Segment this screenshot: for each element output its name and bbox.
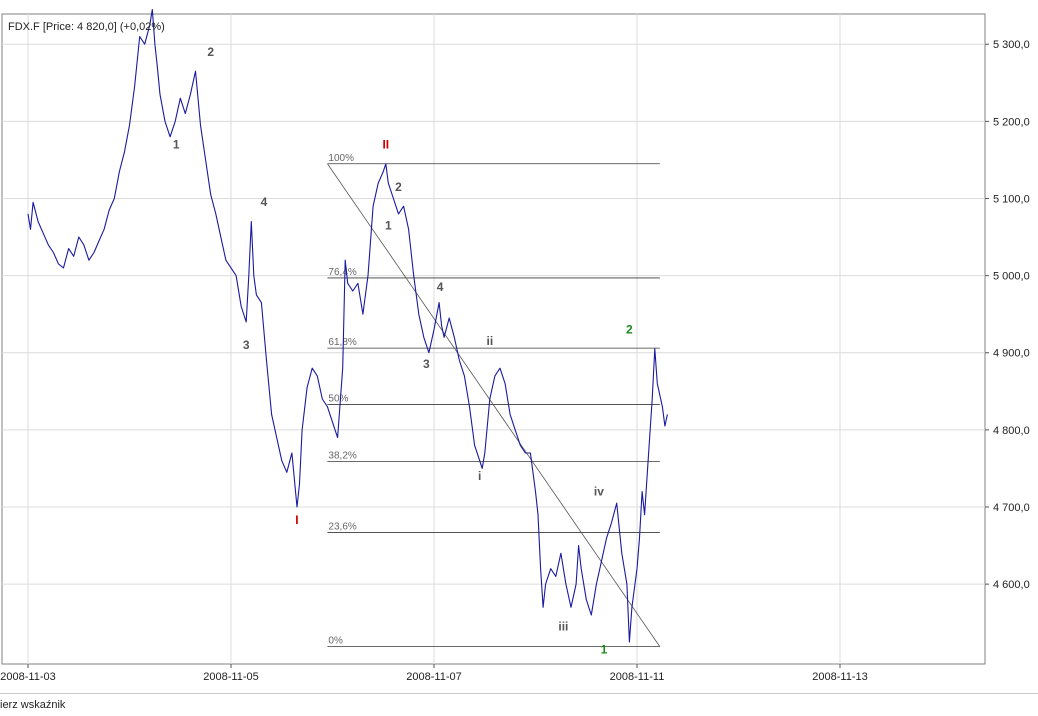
wave-label: 1 <box>173 137 180 151</box>
y-tick-label: 4 600,0 <box>993 579 1030 591</box>
x-tick-label: 2008-11-13 <box>812 671 867 683</box>
y-tick-label: 5 200,0 <box>993 116 1030 128</box>
wave-label: 3 <box>243 338 250 352</box>
series-layer <box>27 8 668 643</box>
plot-area <box>1 13 986 665</box>
y-tick-label: 4 800,0 <box>993 425 1030 437</box>
fib-level-label: 100% <box>328 153 354 164</box>
x-tick-label: 2008-11-11 <box>610 671 665 683</box>
fib-level-label: 61,8% <box>328 337 356 348</box>
indicator-bar[interactable]: ierz wskaźnik <box>0 693 1038 716</box>
wave-label: 4 <box>261 195 268 209</box>
wave-label: 3 <box>423 357 430 371</box>
wave-label: iii <box>558 619 568 633</box>
axis-layer: 2008-11-03 2008-11-05 2008-11-07 2008-11-11… <box>0 39 1029 683</box>
chart-title: FDX.F [Price: 4 820,0] (+0,02%) <box>8 21 165 33</box>
grid-layer <box>2 14 985 664</box>
wave-label: 4 <box>437 280 444 294</box>
fib-level-label: 50% <box>328 393 348 404</box>
y-tick-label: 4 900,0 <box>993 348 1030 360</box>
x-tick-label: 2008-11-05 <box>203 671 258 683</box>
wave-label: 1 <box>601 643 608 657</box>
y-tick-label: 5 000,0 <box>993 271 1030 283</box>
x-tick-label: 2008-11-03 <box>0 671 55 683</box>
fib-level-label: 0% <box>328 636 343 647</box>
y-tick-label: 5 100,0 <box>993 193 1030 205</box>
choose-indicator-text[interactable]: ierz wskaźnik <box>0 699 66 711</box>
fib-level-label: 38,2% <box>328 450 356 461</box>
wave-label: i <box>478 469 481 483</box>
y-tick-label: 5 300,0 <box>993 39 1030 51</box>
x-tick-label: 2008-11-07 <box>406 671 461 683</box>
wave-label: 2 <box>626 322 633 336</box>
wave-label: 2 <box>395 180 402 194</box>
wave-label: ii <box>486 334 493 348</box>
price-chart: 100%76,4%61,8%50%38,2%23,6%0% 1234III123… <box>0 8 1030 683</box>
wave-label: iv <box>594 484 604 498</box>
wave-label: I <box>295 513 298 527</box>
y-tick-label: 4 700,0 <box>993 502 1030 514</box>
wave-label: 1 <box>385 218 392 232</box>
diagonal-trendline <box>327 163 661 647</box>
fibonacci-layer: 100% 76,4% 61,8% 50% 38,2% 23,6% 0% <box>327 153 661 648</box>
wave-label: II <box>382 137 389 151</box>
fib-level-label: 23,6% <box>328 521 356 532</box>
price-line <box>27 8 668 643</box>
wave-label: 2 <box>207 45 214 59</box>
fib-level-label: 76,4% <box>328 267 356 278</box>
